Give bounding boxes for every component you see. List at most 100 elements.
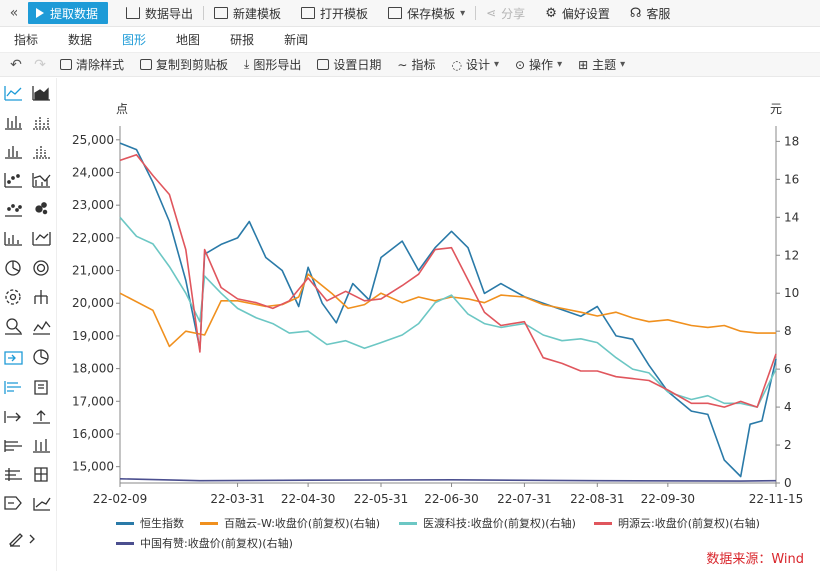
horizontal-bar-icon[interactable] <box>4 381 21 394</box>
tree-chart-icon[interactable] <box>34 290 48 304</box>
chart-area: 点 元 15,000 16,000 17,000 18,000 19,000 20,000… <box>58 78 820 571</box>
tab-indicator[interactable]: 指标 <box>14 33 39 47</box>
open-template-label: 打开模板 <box>320 6 369 21</box>
legend-label: 恒生指数 <box>140 517 184 530</box>
share-icon: ⋖ <box>486 6 497 20</box>
right-axis-tick-label: 4 <box>784 400 792 414</box>
operate-button[interactable]: ⊙ 操作 ▾ <box>507 53 570 77</box>
bubble-chart-icon[interactable] <box>35 202 48 215</box>
save-template-label: 保存模板 <box>407 6 456 21</box>
legend-item-mingyuan[interactable]: 明源云:收盘价(前复权)(右轴) <box>594 515 760 531</box>
copy-icon <box>140 59 153 70</box>
tab-data[interactable]: 数据 <box>68 33 93 47</box>
legend-swatch <box>594 521 612 525</box>
indicator-button[interactable]: ∼ 指标 <box>389 53 443 77</box>
open-template-button[interactable]: 打开模板 <box>291 0 378 27</box>
zoom-chart-icon[interactable] <box>5 318 22 335</box>
set-date-label: 设置日期 <box>333 58 382 72</box>
redo-icon[interactable]: ↷ <box>34 56 46 73</box>
collapse-panel-icon[interactable]: « <box>9 5 19 21</box>
data-source-label: 数据来源：Wind <box>706 552 804 567</box>
download-icon: ⤓ <box>244 57 250 71</box>
x-axis-tick-label: 22-05-31 <box>354 492 408 506</box>
bar-horizontal-icon[interactable] <box>4 440 22 452</box>
design-button[interactable]: ◌ 设计 ▾ <box>443 53 507 77</box>
upload-chart-icon[interactable] <box>33 410 50 424</box>
legend-label: 中国有赞:收盘价(前复权)(右轴) <box>140 537 293 550</box>
module-tabs: 指标 数据 图形 地图 研报 新闻 <box>0 27 820 53</box>
save-template-button[interactable]: 保存模板 ▾ <box>378 0 475 27</box>
chevron-down-icon: ▾ <box>557 59 563 70</box>
radar-chart-icon[interactable] <box>5 289 21 305</box>
dual-axis-icon[interactable] <box>4 232 22 246</box>
data-export-label: 数据导出 <box>145 6 194 21</box>
bar-chart-icon[interactable] <box>5 116 22 130</box>
trend-chart-icon[interactable] <box>33 497 51 511</box>
column-chart-icon[interactable] <box>5 146 22 159</box>
expand-chevron-icon[interactable] <box>29 534 35 544</box>
edit-icon[interactable] <box>9 533 23 547</box>
template-save-icon <box>388 7 403 19</box>
left-axis-tick-label: 23,000 <box>72 198 114 212</box>
chart-type-icons <box>4 86 51 547</box>
area-chart-icon[interactable] <box>32 86 50 101</box>
x-axis-tick-label: 22-08-31 <box>570 492 624 506</box>
dual-axis-line-icon[interactable] <box>32 232 51 246</box>
x-axis-tick-label: 22-09-30 <box>641 492 695 506</box>
gauge-chart-icon[interactable] <box>33 349 49 365</box>
calendar-icon <box>317 59 330 70</box>
dot-plot-icon[interactable] <box>5 204 22 217</box>
bar-compare-icon[interactable] <box>5 468 22 481</box>
donut-chart-icon[interactable] <box>33 260 49 276</box>
mountain-chart-icon[interactable] <box>33 320 51 335</box>
new-template-button[interactable]: 新建模板 <box>204 0 291 27</box>
legend-item-brt[interactable]: 百融云-W:收盘价(前复权)(右轴) <box>200 515 380 531</box>
set-date-button[interactable]: 设置日期 <box>309 53 389 77</box>
chevron-down-icon[interactable]: ▾ <box>460 7 466 19</box>
x-axis-tick-label: 22-03-31 <box>210 492 264 506</box>
toolbar-divider <box>475 6 477 20</box>
indicator-label: 指标 <box>411 58 436 72</box>
series-line-3 <box>119 153 777 408</box>
pie-chart-icon[interactable] <box>5 260 21 276</box>
grouped-column-icon[interactable] <box>33 146 50 159</box>
matrix-chart-icon[interactable] <box>34 467 48 482</box>
line-chart-icon[interactable] <box>4 86 22 101</box>
theme-button[interactable]: ⊞ 主题 ▾ <box>570 53 633 77</box>
tab-research[interactable]: 研报 <box>230 33 255 47</box>
tab-map[interactable]: 地图 <box>176 33 201 47</box>
data-export-button[interactable]: 数据导出 <box>116 0 203 27</box>
legend-item-hsi[interactable]: 恒生指数 <box>116 515 184 531</box>
scatter-chart-icon[interactable] <box>4 173 22 188</box>
copy-clipboard-button[interactable]: 复制到剪贴板 <box>132 53 236 77</box>
fetch-data-button[interactable]: 提取数据 <box>28 2 109 24</box>
export-chart-button[interactable]: ⤓ 图形导出 <box>236 53 309 77</box>
share-label: 分享 <box>501 6 526 21</box>
line-column-icon[interactable] <box>32 173 51 188</box>
undo-icon[interactable]: ↶ <box>10 56 22 73</box>
preferences-button[interactable]: ⚙ 偏好设置 <box>535 0 620 27</box>
legend-item-cyxz[interactable]: 中国有赞:收盘价(前复权)(右轴) <box>116 535 293 551</box>
arrow-right-bar-icon[interactable] <box>4 411 21 423</box>
left-axis-tick-label: 21,000 <box>72 264 114 278</box>
x-axis-tick-label: 22-06-30 <box>424 492 478 506</box>
tab-chart[interactable]: 图形 <box>122 33 147 47</box>
fetch-data-label: 提取数据 <box>50 6 99 21</box>
service-button[interactable]: ☊ 客服 <box>620 0 681 27</box>
more-icon: ⊙ <box>514 57 526 72</box>
clear-style-button[interactable]: 清除样式 <box>52 53 132 77</box>
legend-label: 明源云:收盘价(前复权)(右轴) <box>618 517 760 530</box>
share-button[interactable]: ⋖ 分享 <box>476 0 535 27</box>
legend-item-yidu[interactable]: 医渡科技:收盘价(前复权)(右轴) <box>399 515 576 531</box>
column-group-icon[interactable] <box>33 439 50 453</box>
waterfall-icon[interactable] <box>4 496 22 510</box>
x-axis-tick-label: 22-11-15 <box>749 492 803 506</box>
right-axis-tick-label: 0 <box>784 476 792 490</box>
stacked-bar-icon[interactable] <box>33 116 50 130</box>
tab-news[interactable]: 新闻 <box>284 33 309 47</box>
step-chart-icon[interactable] <box>4 351 23 365</box>
toolbar-divider <box>203 6 205 20</box>
table-chart-icon[interactable] <box>34 380 48 395</box>
right-axis-tick-label: 10 <box>784 286 799 300</box>
left-axis-tick-label: 19,000 <box>72 329 114 343</box>
